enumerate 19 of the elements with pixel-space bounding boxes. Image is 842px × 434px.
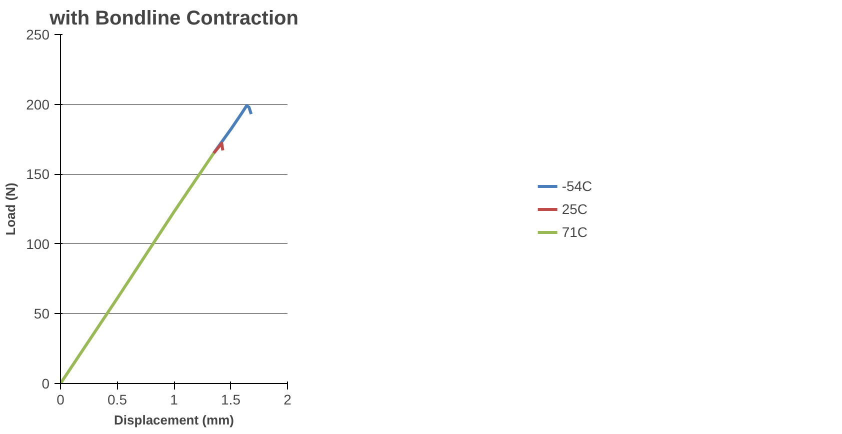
x-tick-label: 2: [284, 392, 292, 408]
y-tick-label: 250: [26, 26, 50, 42]
x-tick-label: 1.5: [221, 392, 241, 408]
legend-label: 71C: [562, 224, 588, 240]
legend-label: 25C: [562, 200, 588, 216]
chart-title: with Bondline Contraction: [48, 8, 298, 30]
y-tick-label: 0: [42, 376, 50, 392]
y-tick-label: 100: [26, 236, 50, 252]
y-tick-label: 200: [26, 96, 50, 112]
x-tick-label: 0: [56, 392, 65, 408]
legend-label: -54C: [562, 178, 592, 194]
x-tick-label: 1: [170, 392, 178, 408]
x-axis-title: Displacement (mm): [114, 412, 234, 428]
y-tick-label: 150: [26, 166, 50, 182]
line-series: [60, 152, 216, 384]
x-tick-label: 0.5: [108, 392, 128, 408]
y-axis-title: Load (N): [3, 182, 18, 236]
y-tick-label: 50: [34, 306, 50, 322]
line-series: [212, 142, 224, 155]
